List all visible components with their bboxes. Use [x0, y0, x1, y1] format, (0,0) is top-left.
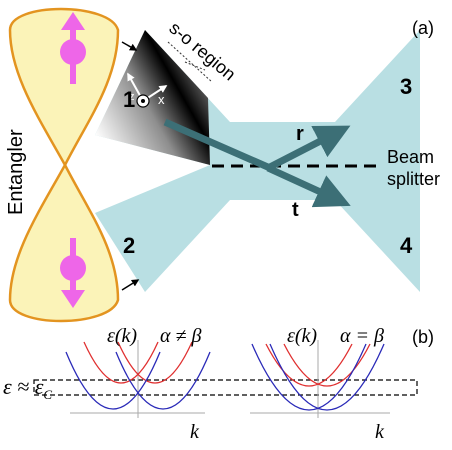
so-region-pointer	[184, 61, 206, 71]
right-xlabel: k	[375, 421, 385, 443]
spin-down-icon	[60, 238, 86, 308]
entangler-shape	[8, 7, 120, 323]
right-red-band-2	[283, 343, 371, 387]
energy-window	[33, 379, 418, 396]
transmitted-beam-arrow	[266, 164, 351, 208]
energy-condition-label: ε ≈ εC	[3, 374, 52, 402]
energy-condition-main: ε ≈ ε	[3, 374, 44, 399]
lead-label-4: 4	[400, 233, 413, 258]
z-axis-dot-circle-icon	[136, 94, 150, 108]
reflected-label: r	[296, 123, 304, 145]
incoming-beam	[163, 118, 272, 172]
lead-label-3: 3	[400, 74, 412, 99]
right-blue-band-1	[251, 343, 367, 411]
right-red-band-1	[265, 343, 353, 387]
entangler-to-lead2-arrow	[121, 279, 140, 291]
entangler-to-lead1-arrow	[121, 41, 138, 51]
lead-label-1: 1	[123, 87, 135, 112]
left-ylabel: ε(k)	[107, 325, 137, 347]
beam-splitter-label-line2: splitter	[387, 169, 440, 189]
left-xlabel: k	[190, 421, 200, 443]
lead-label-2: 2	[123, 233, 135, 258]
energy-condition-subscript: C	[43, 387, 52, 402]
axis-label-x: x	[158, 92, 165, 107]
so-region-boundary	[167, 41, 213, 83]
right-condition: α = β	[340, 325, 384, 347]
panel-b-label: (b)	[412, 327, 434, 347]
panel-a-label: (a)	[412, 18, 434, 38]
left-blue-band-1	[65, 351, 161, 410]
right-ylabel: ε(k)	[287, 325, 317, 347]
left-condition: α ≠ β	[160, 325, 201, 347]
left-red-band-2	[117, 341, 193, 384]
axis-label-z: z	[129, 91, 135, 103]
transmitted-label: t	[292, 199, 299, 221]
spin-up-icon	[60, 12, 86, 84]
left-blue-band-2	[115, 351, 211, 410]
beam-splitter-label-line1: Beam	[387, 147, 434, 167]
axis-label-y: y	[119, 64, 126, 79]
reflected-beam-arrow	[266, 125, 351, 172]
entangler-label: Entangler	[5, 129, 27, 215]
left-red-band-1	[83, 341, 159, 384]
right-blue-band-2	[269, 343, 385, 411]
